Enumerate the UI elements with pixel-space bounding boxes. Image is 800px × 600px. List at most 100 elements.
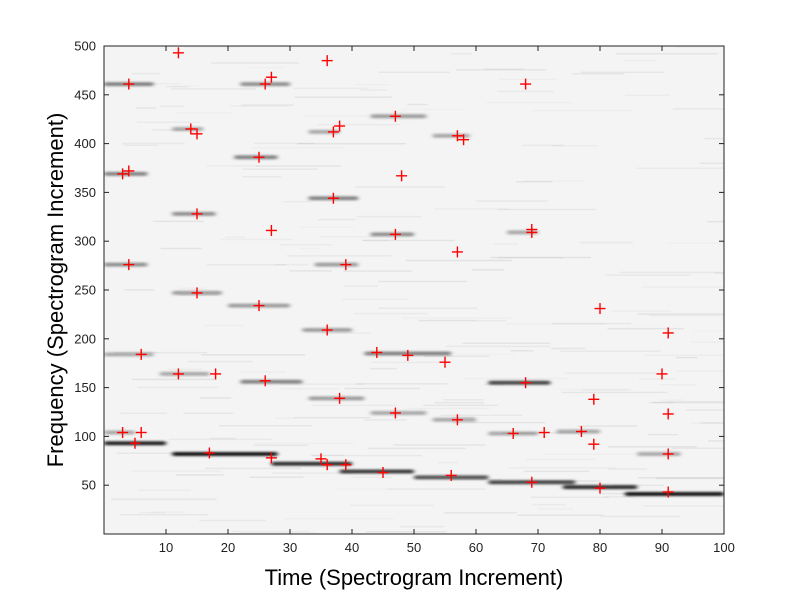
noise-band <box>160 247 202 250</box>
noise-band <box>418 320 506 322</box>
peak-marker <box>507 427 519 439</box>
peak-marker <box>458 134 470 146</box>
spectrogram-streak <box>432 133 470 138</box>
noise-band <box>199 397 232 399</box>
peak-marker <box>451 130 463 142</box>
noise-band <box>377 280 468 283</box>
noise-band <box>434 401 484 404</box>
x-tick-label: 30 <box>283 540 297 555</box>
peak-marker <box>445 469 457 481</box>
noise-band <box>187 360 253 363</box>
noise-band <box>407 103 428 106</box>
peak-marker <box>321 55 333 67</box>
x-axis-title: Time (Spectrogram Increment) <box>265 565 564 590</box>
noise-band <box>451 416 475 419</box>
peak-marker <box>389 228 401 240</box>
peak-marker <box>662 327 674 339</box>
noise-band <box>297 142 406 145</box>
noise-band <box>249 476 304 478</box>
peak-marker <box>265 71 277 83</box>
noise-band <box>699 162 724 165</box>
noise-band <box>450 478 503 481</box>
noise-band <box>175 474 224 476</box>
noise-band <box>286 255 392 257</box>
x-tick-label: 60 <box>469 540 483 555</box>
noise-band <box>486 102 573 104</box>
x-tick-label: 50 <box>407 540 421 555</box>
noise-band <box>437 462 457 464</box>
noise-band <box>359 89 386 91</box>
noise-band <box>393 444 486 446</box>
noise-band <box>124 289 155 291</box>
y-tick-label: 250 <box>74 283 96 298</box>
noise-band <box>321 332 372 334</box>
noise-band <box>378 71 451 74</box>
noise-band <box>279 243 333 246</box>
y-tick-label: 450 <box>74 87 96 102</box>
noise-band <box>350 476 393 479</box>
noise-band <box>571 73 625 75</box>
noise-band <box>561 391 668 394</box>
noise-band <box>124 144 158 147</box>
peak-markers <box>117 47 674 498</box>
noise-band <box>608 446 697 448</box>
noise-band <box>317 218 356 221</box>
noise-band <box>675 356 698 359</box>
peak-marker <box>135 348 147 360</box>
peak-marker <box>265 224 277 236</box>
noise-band <box>494 243 519 245</box>
spectrogram-streak <box>637 451 681 456</box>
noise-band <box>350 505 434 507</box>
noise-band <box>600 515 681 518</box>
x-axis: 10 20 30 40 50 60 70 80 90 100 <box>159 46 735 555</box>
peak-marker <box>526 223 538 235</box>
noise-band <box>207 165 260 167</box>
noise-band <box>241 371 285 373</box>
noise-band <box>183 412 234 415</box>
spectrogram-streak <box>624 491 724 496</box>
noise-band <box>289 270 333 272</box>
peak-marker <box>210 368 222 380</box>
peak-marker <box>321 459 333 471</box>
peak-marker <box>594 303 606 315</box>
noise-band <box>625 95 670 97</box>
noise-band <box>543 454 634 456</box>
noise-band <box>205 467 302 470</box>
noise-band <box>387 488 486 490</box>
noise-band <box>220 239 293 241</box>
peak-marker <box>588 438 600 450</box>
noise-band <box>533 504 566 506</box>
peak-marker <box>321 324 333 336</box>
noise-band <box>452 421 546 424</box>
spectrogram-streak <box>339 469 414 474</box>
noise-band <box>604 496 636 498</box>
noise-band <box>252 443 353 445</box>
noise-band <box>530 496 609 499</box>
peak-marker <box>191 287 203 299</box>
noise-band <box>677 370 743 372</box>
noise-band <box>254 444 308 447</box>
noise-band <box>294 416 371 419</box>
spectrogram-streak <box>507 230 538 235</box>
noise-band <box>366 531 447 533</box>
noise-band <box>271 472 354 474</box>
noise-band <box>560 350 661 352</box>
spectrogram-streak <box>488 380 551 385</box>
peak-marker <box>259 78 271 90</box>
y-tick-label: 350 <box>74 185 96 200</box>
noise-band <box>206 263 287 266</box>
peak-marker <box>451 414 463 426</box>
peak-marker <box>191 208 203 220</box>
noise-band <box>111 498 217 501</box>
noise-band <box>342 299 407 301</box>
noise-band <box>336 488 390 490</box>
peak-marker <box>662 486 674 498</box>
y-tick-label: 500 <box>74 39 96 54</box>
noise-band <box>639 378 675 380</box>
spectrogram-streak <box>172 451 278 456</box>
noise-band <box>525 459 596 461</box>
spectrogram-streak <box>314 262 359 267</box>
noise-band <box>667 242 759 244</box>
